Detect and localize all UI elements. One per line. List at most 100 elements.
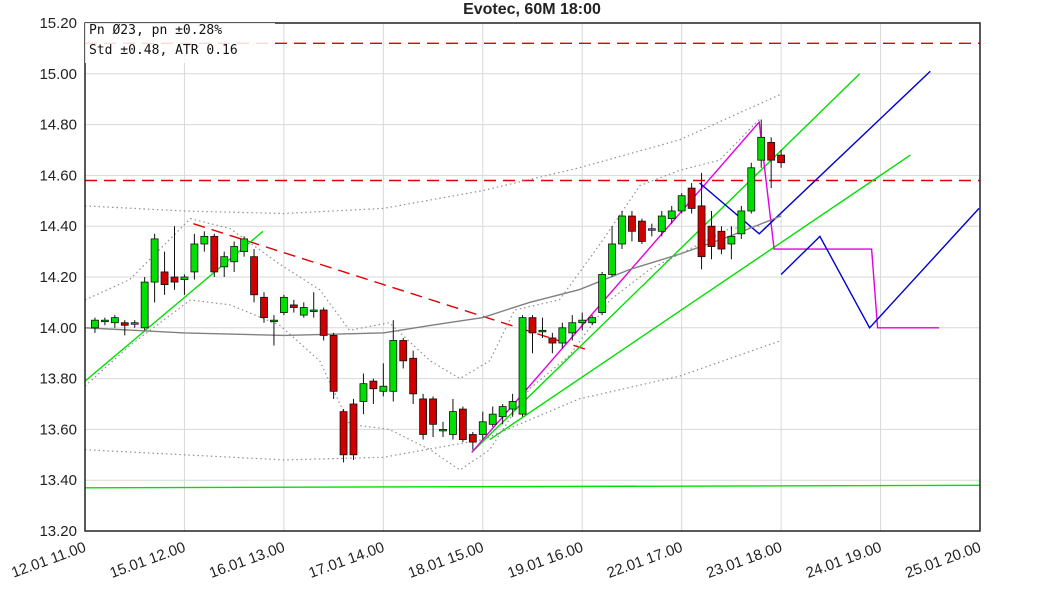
candle-body bbox=[697, 205, 706, 258]
candle-body bbox=[240, 238, 249, 252]
overlay-line bbox=[84, 339, 782, 461]
candle-body bbox=[687, 187, 696, 209]
candle-body bbox=[250, 256, 258, 296]
candle-body bbox=[727, 235, 736, 245]
y-tick-label: 14.80 bbox=[39, 117, 77, 134]
candle-body bbox=[508, 401, 517, 410]
overlay-line bbox=[471, 120, 940, 453]
overlay-line bbox=[84, 93, 782, 215]
x-tick-label: 16.01 13.00 bbox=[207, 539, 287, 582]
overlay-line bbox=[84, 484, 981, 489]
candle-body bbox=[468, 434, 477, 443]
candle-body bbox=[270, 319, 278, 323]
candle-body bbox=[180, 276, 189, 280]
x-tick-label: 17.01 14.00 bbox=[306, 539, 386, 582]
x-tick-label: 15.01 12.00 bbox=[108, 539, 188, 582]
candle-body bbox=[458, 408, 467, 440]
info-box bbox=[85, 23, 275, 63]
candle-body bbox=[200, 235, 209, 245]
candles bbox=[91, 119, 786, 463]
candle-body bbox=[568, 322, 577, 334]
candle-body bbox=[409, 357, 418, 395]
x-tick-label: 18.01 15.00 bbox=[406, 539, 486, 582]
candle-body bbox=[598, 274, 607, 313]
candle-body bbox=[349, 403, 358, 456]
candle-body bbox=[449, 411, 457, 435]
candle-body bbox=[588, 317, 597, 324]
candle-body bbox=[478, 421, 487, 435]
overlay-line bbox=[780, 207, 980, 329]
overlay-line bbox=[489, 154, 911, 441]
x-tick-label: 12.01 11.00 bbox=[9, 539, 88, 582]
y-tick-label: 14.00 bbox=[39, 320, 77, 337]
candle-body bbox=[498, 406, 507, 418]
candle-body bbox=[747, 167, 756, 212]
candle-body bbox=[518, 317, 527, 415]
candle-body bbox=[210, 235, 219, 273]
candle-body bbox=[329, 335, 338, 392]
candle-body bbox=[538, 329, 547, 333]
overlay-line bbox=[84, 215, 782, 337]
x-tick-label: 22.01 17.00 bbox=[605, 539, 685, 582]
candle-body bbox=[667, 210, 676, 219]
candle-body bbox=[279, 296, 288, 313]
candle-body bbox=[150, 238, 159, 283]
candle-body bbox=[608, 243, 616, 275]
candle-body bbox=[399, 340, 408, 362]
candle-body bbox=[707, 225, 716, 247]
chart-title: Evotec, 60M 18:00 bbox=[463, 1, 601, 18]
candle-body bbox=[657, 215, 666, 232]
candle-body bbox=[309, 309, 318, 312]
candle-body bbox=[230, 246, 239, 263]
candle-body bbox=[130, 322, 139, 325]
overlay-line bbox=[699, 70, 931, 235]
overlay-line bbox=[84, 119, 760, 380]
candle-body bbox=[140, 281, 149, 329]
grid bbox=[84, 22, 981, 532]
candle-body bbox=[100, 319, 109, 323]
overlay-line bbox=[471, 73, 861, 453]
candle-body bbox=[737, 210, 746, 235]
candle-body bbox=[757, 136, 766, 161]
candle-body bbox=[647, 228, 656, 231]
candle-body bbox=[289, 304, 298, 308]
plot-frame bbox=[84, 22, 981, 532]
y-tick-label: 14.40 bbox=[39, 218, 77, 235]
candle-body bbox=[548, 337, 557, 344]
candle-body bbox=[339, 411, 348, 456]
candle-body bbox=[190, 243, 199, 273]
candle-body bbox=[429, 398, 437, 425]
candle-body bbox=[170, 276, 179, 283]
overlays bbox=[84, 42, 981, 489]
candle-body bbox=[369, 380, 378, 390]
candle-body bbox=[120, 322, 129, 326]
candle-body bbox=[717, 230, 726, 250]
y-tick-label: 13.80 bbox=[39, 371, 77, 388]
candle-body bbox=[389, 340, 398, 392]
annotation: Pn Ø23, pn ±0.28% bbox=[89, 23, 222, 38]
axes: 13.20 13.40 13.60 13.80 14.00 14.20 14.40 14.60… bbox=[9, 15, 983, 582]
candle-body bbox=[777, 154, 786, 164]
candle-body bbox=[439, 428, 447, 432]
candle-body bbox=[379, 385, 388, 392]
candle-body bbox=[299, 307, 308, 316]
y-tick-label: 14.20 bbox=[39, 269, 77, 286]
x-tick-label: 19.01 16.00 bbox=[505, 539, 585, 582]
candle-body bbox=[637, 220, 646, 242]
y-tick-label: 13.60 bbox=[39, 421, 77, 438]
candle-body bbox=[488, 413, 497, 425]
candle-body bbox=[767, 141, 776, 161]
candle-body bbox=[110, 317, 119, 324]
candle-body bbox=[677, 195, 686, 212]
candle-body bbox=[220, 256, 229, 268]
candle-body bbox=[91, 319, 99, 329]
candle-body bbox=[618, 215, 626, 245]
x-tick-label: 25.01 20.00 bbox=[903, 539, 983, 582]
candle-body bbox=[260, 296, 268, 319]
y-tick-label: 13.40 bbox=[39, 472, 77, 489]
x-tick-label: 23.01 18.00 bbox=[704, 539, 784, 582]
candle-body bbox=[628, 215, 636, 232]
y-tick-label: 13.20 bbox=[39, 523, 77, 540]
